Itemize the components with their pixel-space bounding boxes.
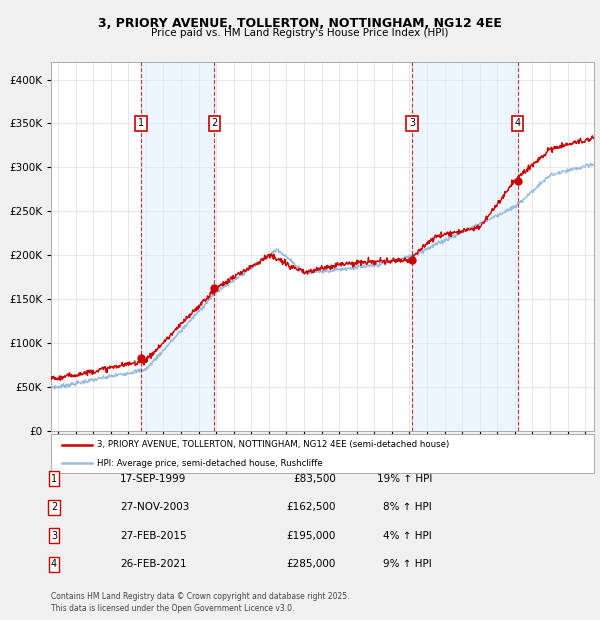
Text: HPI: Average price, semi-detached house, Rushcliffe: HPI: Average price, semi-detached house,… xyxy=(97,459,323,468)
Bar xyxy=(412,62,518,431)
Text: 4: 4 xyxy=(514,118,521,128)
Text: Contains HM Land Registry data © Crown copyright and database right 2025.: Contains HM Land Registry data © Crown c… xyxy=(51,592,349,601)
Text: This data is licensed under the Open Government Licence v3.0.: This data is licensed under the Open Gov… xyxy=(51,603,295,613)
Text: 3, PRIORY AVENUE, TOLLERTON, NOTTINGHAM, NG12 4EE: 3, PRIORY AVENUE, TOLLERTON, NOTTINGHAM,… xyxy=(98,17,502,30)
Text: 27-FEB-2015: 27-FEB-2015 xyxy=(120,531,187,541)
Text: 4% ↑ HPI: 4% ↑ HPI xyxy=(383,531,432,541)
Text: 9% ↑ HPI: 9% ↑ HPI xyxy=(383,559,432,569)
Text: 2: 2 xyxy=(211,118,218,128)
Text: Price paid vs. HM Land Registry's House Price Index (HPI): Price paid vs. HM Land Registry's House … xyxy=(151,28,449,38)
Text: 8% ↑ HPI: 8% ↑ HPI xyxy=(383,502,432,512)
Text: 3: 3 xyxy=(409,118,415,128)
Text: 2: 2 xyxy=(51,502,57,512)
Text: 19% ↑ HPI: 19% ↑ HPI xyxy=(377,474,432,484)
Text: £162,500: £162,500 xyxy=(287,502,336,512)
Text: 1: 1 xyxy=(51,474,57,484)
Text: £285,000: £285,000 xyxy=(287,559,336,569)
Text: £83,500: £83,500 xyxy=(293,474,336,484)
Text: £195,000: £195,000 xyxy=(287,531,336,541)
Text: 27-NOV-2003: 27-NOV-2003 xyxy=(120,502,190,512)
Bar xyxy=(141,62,214,431)
Text: 26-FEB-2021: 26-FEB-2021 xyxy=(120,559,187,569)
Text: 17-SEP-1999: 17-SEP-1999 xyxy=(120,474,187,484)
Text: 4: 4 xyxy=(51,559,57,569)
Text: 1: 1 xyxy=(138,118,144,128)
Text: 3, PRIORY AVENUE, TOLLERTON, NOTTINGHAM, NG12 4EE (semi-detached house): 3, PRIORY AVENUE, TOLLERTON, NOTTINGHAM,… xyxy=(97,440,449,450)
Text: 3: 3 xyxy=(51,531,57,541)
